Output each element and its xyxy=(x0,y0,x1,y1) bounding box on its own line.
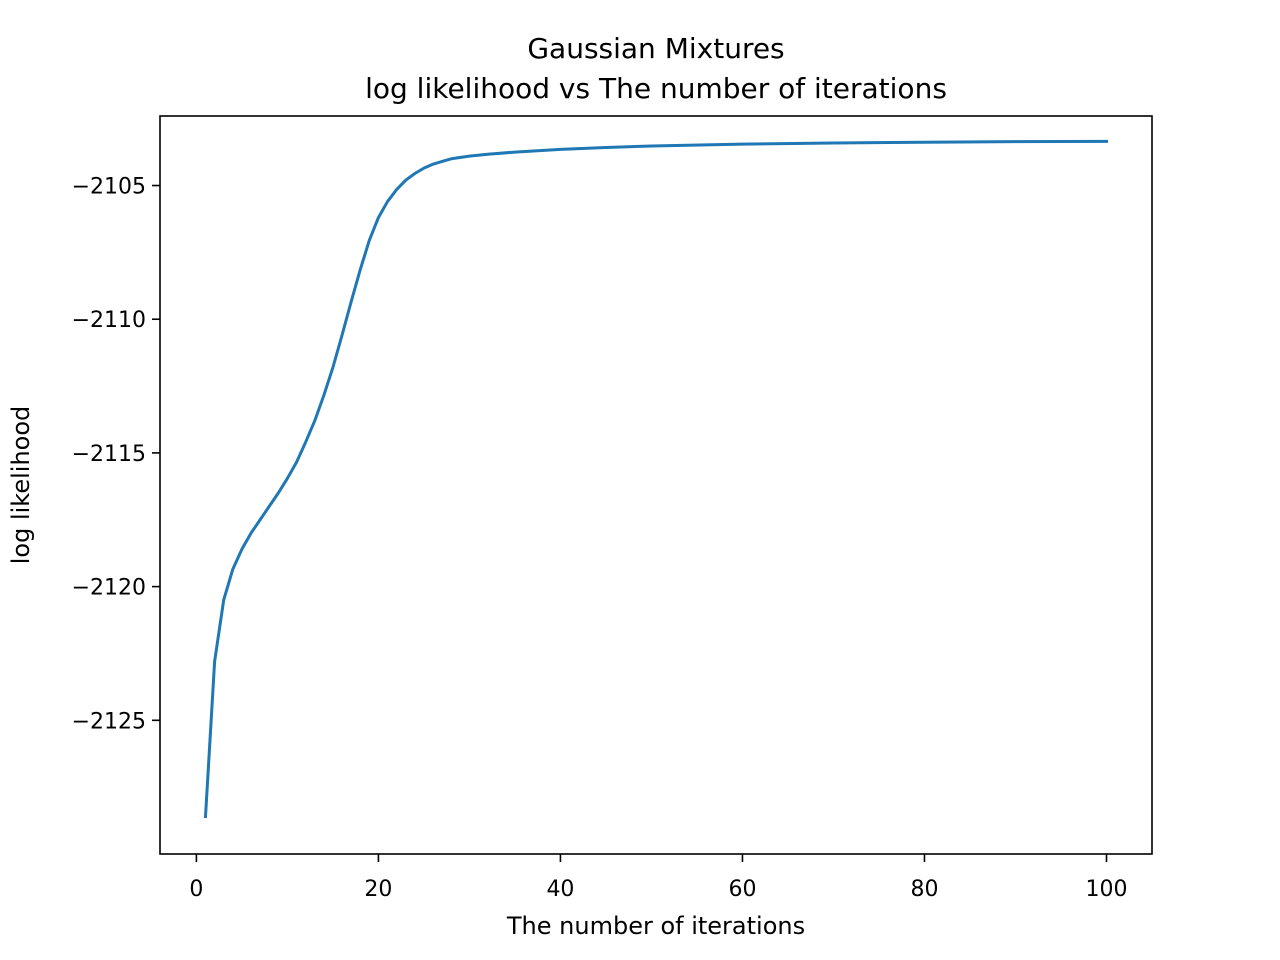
chart-subtitle: log likelihood vs The number of iteratio… xyxy=(365,72,947,105)
x-tick-label: 40 xyxy=(546,877,574,902)
y-axis-label: log likelihood xyxy=(7,406,35,565)
x-axis-label: The number of iterations xyxy=(506,912,805,940)
x-tick-label: 20 xyxy=(364,877,392,902)
y-tick-label: −2120 xyxy=(72,576,146,601)
x-tick-label: 80 xyxy=(910,877,938,902)
y-tick-label: −2110 xyxy=(72,308,146,333)
x-tick-label: 100 xyxy=(1085,877,1127,902)
y-tick-label: −2125 xyxy=(72,709,146,734)
y-tick-label: −2115 xyxy=(72,442,146,467)
chart-title: Gaussian Mixtures xyxy=(527,32,784,65)
x-tick-label: 60 xyxy=(728,877,756,902)
plot-frame xyxy=(159,115,1153,855)
y-tick-label: −2105 xyxy=(72,175,146,200)
series-line xyxy=(203,139,1109,819)
plot-layer: 0 20 40 60 80 100 −2125 −2120 −2115 −2110 −2105 xyxy=(72,139,1127,902)
x-tick-label: 0 xyxy=(189,877,203,902)
